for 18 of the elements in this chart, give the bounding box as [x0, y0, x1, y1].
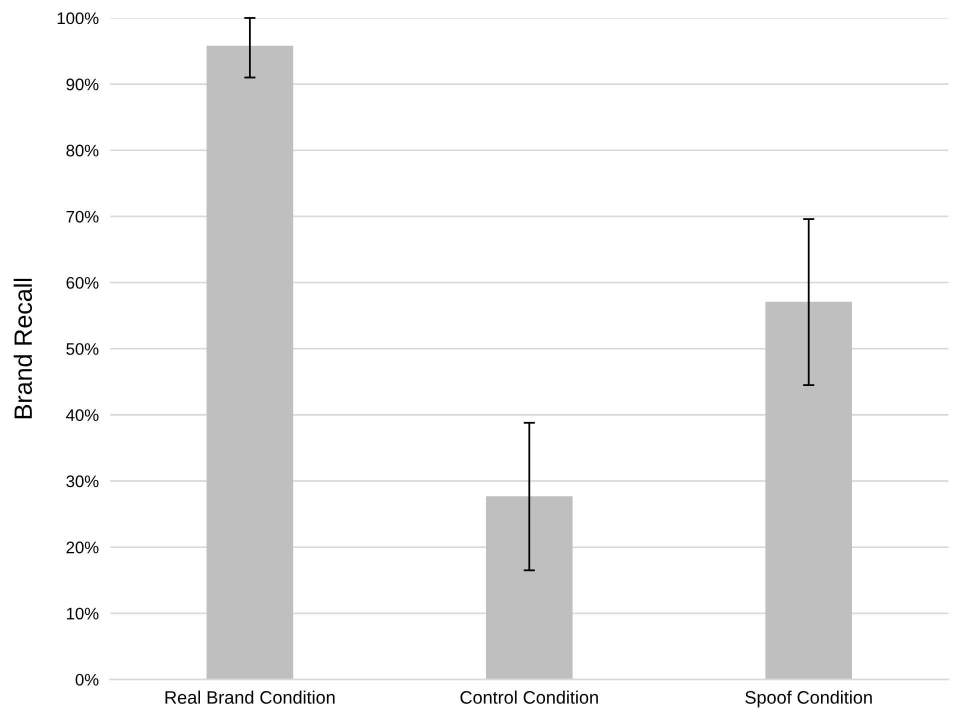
- y-tick-label: 0%: [76, 674, 98, 686]
- y-tick-label: 30%: [66, 475, 98, 488]
- y-tick-label: 20%: [66, 542, 98, 554]
- y-tick-label: 40%: [66, 409, 98, 422]
- bar: [206, 46, 294, 680]
- x-tick-label: Real Brand Condition: [166, 690, 335, 704]
- y-tick-label: 70%: [66, 210, 98, 223]
- x-tick-label: Control Condition: [460, 690, 598, 704]
- y-tick-label: 60%: [66, 276, 98, 289]
- bar: [765, 302, 852, 680]
- bar: [486, 496, 573, 680]
- y-tick-label: 90%: [66, 78, 98, 90]
- y-axis-title: Brand Recall: [14, 278, 32, 418]
- y-tick-label: 10%: [66, 608, 98, 620]
- y-tick-label: 80%: [66, 144, 98, 156]
- y-tick-label: 100%: [58, 12, 98, 24]
- x-tick-label: Spoof Condition: [745, 690, 872, 708]
- y-tick-label: 50%: [66, 343, 98, 355]
